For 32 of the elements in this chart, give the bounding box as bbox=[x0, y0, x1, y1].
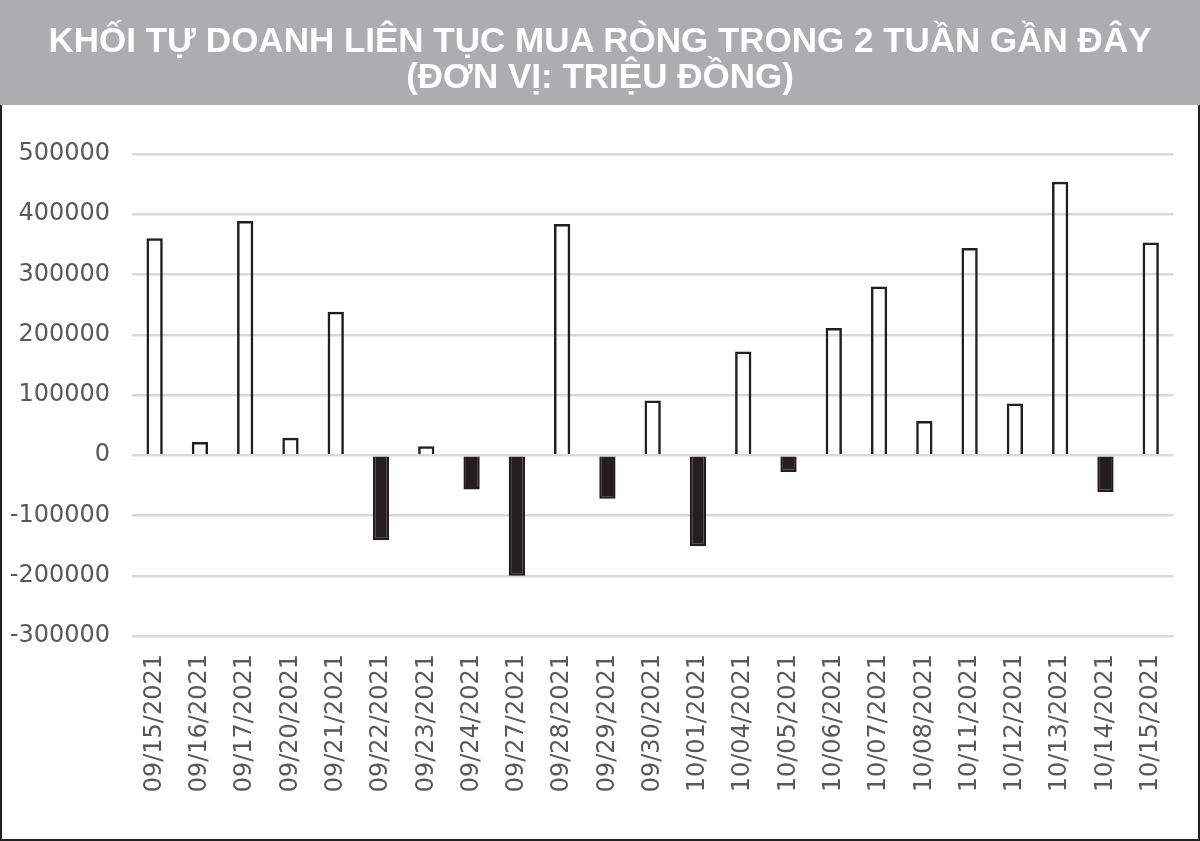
x-tick-label: 10/06/2021 bbox=[818, 654, 847, 793]
x-tick-label: 09/22/2021 bbox=[365, 654, 394, 793]
x-tick-label: 10/01/2021 bbox=[682, 654, 711, 793]
x-tick-label: 09/24/2021 bbox=[455, 654, 484, 793]
y-tick-label: -200000 bbox=[9, 559, 110, 588]
y-tick-label: -300000 bbox=[9, 620, 110, 649]
y-tick-label: -100000 bbox=[9, 499, 110, 528]
x-tick-label: 10/04/2021 bbox=[727, 654, 756, 793]
x-tick-label: 10/08/2021 bbox=[908, 654, 937, 793]
x-tick-label: 10/11/2021 bbox=[953, 654, 982, 793]
x-tick-label: 09/28/2021 bbox=[546, 654, 575, 793]
x-tick-label: 09/16/2021 bbox=[184, 654, 213, 793]
x-tick-label: 09/29/2021 bbox=[591, 654, 620, 793]
y-tick-label: 500000 bbox=[18, 138, 110, 167]
x-tick-label: 09/27/2021 bbox=[501, 654, 530, 793]
x-tick-label: 10/07/2021 bbox=[863, 654, 892, 793]
x-tick-label: 10/05/2021 bbox=[772, 654, 801, 793]
y-tick-label: 400000 bbox=[18, 198, 110, 227]
y-tick-label: 200000 bbox=[18, 318, 110, 347]
x-tick-label: 09/15/2021 bbox=[138, 654, 167, 793]
x-tick-label: 10/13/2021 bbox=[1044, 654, 1073, 793]
x-tick-label: 09/23/2021 bbox=[410, 654, 439, 793]
x-tick-label: 10/12/2021 bbox=[999, 654, 1028, 793]
y-tick-label: 300000 bbox=[18, 258, 110, 287]
y-tick-label: 100000 bbox=[18, 379, 110, 408]
x-tick-label: 09/17/2021 bbox=[229, 654, 258, 793]
y-tick-label: 0 bbox=[94, 439, 110, 468]
x-tick-label: 10/15/2021 bbox=[1134, 654, 1163, 793]
x-tick-label: 09/30/2021 bbox=[636, 654, 665, 793]
x-tick-label: 10/14/2021 bbox=[1089, 654, 1118, 793]
x-tick-label: 09/21/2021 bbox=[319, 654, 348, 793]
x-tick-label: 09/20/2021 bbox=[274, 654, 303, 793]
